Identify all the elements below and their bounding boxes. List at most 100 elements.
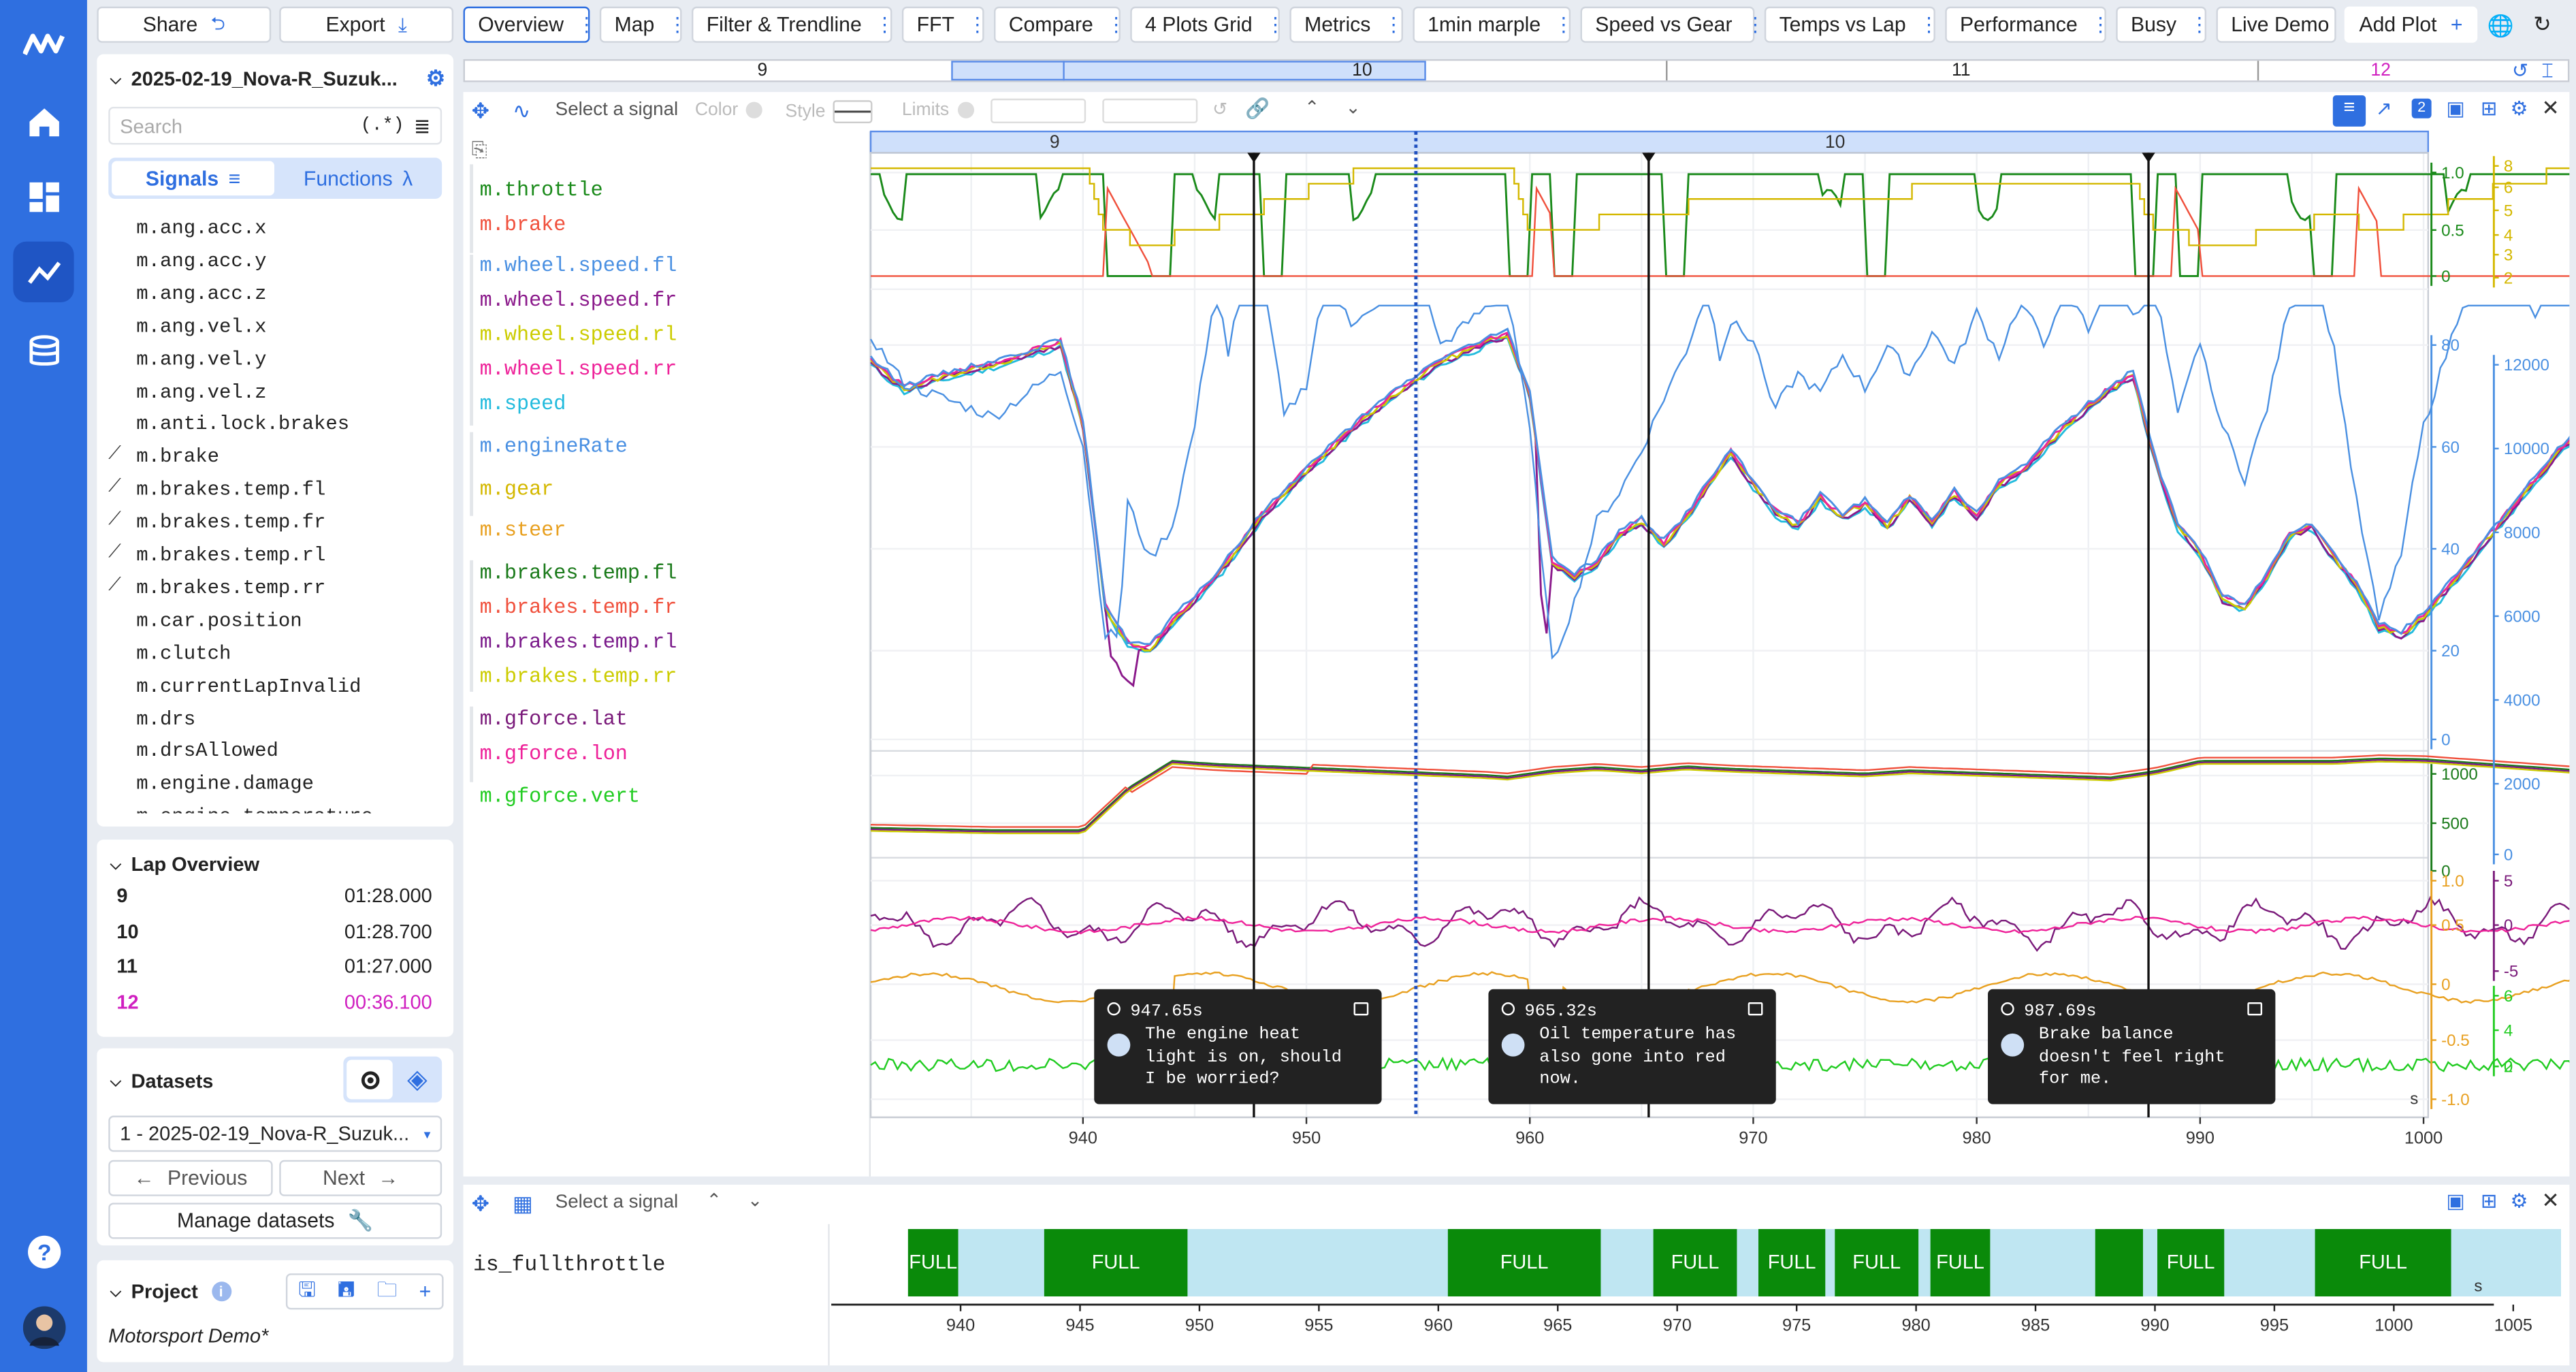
legend-item[interactable]: m.brakes.temp.fr <box>479 596 677 620</box>
signal-item[interactable]: m.engine.damage <box>136 772 315 796</box>
reset-icon[interactable]: ↺ <box>2511 59 2529 82</box>
chevron-up-icon[interactable]: ⌃ <box>1304 98 1320 118</box>
help-icon[interactable]: ? <box>13 1221 74 1281</box>
legend-item[interactable]: m.gear <box>479 478 554 502</box>
legend-item[interactable]: m.engineRate <box>479 435 628 459</box>
tab-menu-icon[interactable]: ⋮ <box>2091 13 2110 37</box>
avatar[interactable] <box>13 1296 74 1357</box>
tab-speed-vs-gear[interactable]: Speed vs Gear ⋮ <box>1580 6 1765 43</box>
record-icon[interactable] <box>347 1059 393 1100</box>
legend-item[interactable]: m.brakes.temp.rl <box>479 631 677 654</box>
chevron-down-icon[interactable]: ⌄ <box>747 1191 763 1211</box>
signal-item[interactable]: m.ang.acc.x <box>136 217 267 240</box>
tab-signals[interactable]: Signals ≡ <box>112 161 275 196</box>
lap-row[interactable]: 10 01:28.700 <box>116 920 432 943</box>
link-icon[interactable]: 🔗 <box>1245 97 1270 121</box>
signal-item[interactable]: m.engine.temperature <box>136 805 373 814</box>
annotation-card[interactable]: 965.32s Oil temperature has also gone int… <box>1488 989 1776 1104</box>
signal-item[interactable]: m.ang.acc.y <box>136 249 267 273</box>
signal-type-icon[interactable]: ∿ <box>512 98 531 123</box>
tab-menu-icon[interactable]: ⋮ <box>577 13 596 37</box>
signal-item[interactable]: m.brakes.temp.rl <box>136 543 326 567</box>
settings-icon[interactable]: ⚙ <box>2510 1190 2528 1213</box>
image-icon[interactable]: ▣ <box>2446 97 2465 121</box>
tab-compare[interactable]: Compare ⋮ <box>994 6 1126 43</box>
chevron-down-icon[interactable]: ⌄ <box>1345 98 1361 118</box>
tab-1min-marple[interactable]: 1min marple ⋮ <box>1413 6 1573 43</box>
trend-icon[interactable]: ↗ <box>2375 97 2392 121</box>
signal-item[interactable]: m.ang.vel.z <box>136 380 267 404</box>
select-signal[interactable]: Select a signal <box>555 1192 679 1213</box>
tab-4-plots-grid[interactable]: 4 Plots Grid ⋮ <box>1130 6 1285 43</box>
tab-menu-icon[interactable]: ⋮ <box>1265 13 1285 37</box>
legend-item[interactable]: m.brake <box>479 213 566 237</box>
globe-icon[interactable]: 🌐 <box>2487 13 2514 38</box>
previous-button[interactable]: ← Previous <box>108 1160 273 1196</box>
comment-icon[interactable] <box>1353 1002 1369 1016</box>
add-plot-icon[interactable]: ⊞ <box>2481 1190 2498 1213</box>
ruler-icon[interactable]: ⌶ <box>2541 59 2554 82</box>
comment-icon[interactable] <box>2247 1002 2263 1016</box>
filter-icon[interactable]: ≣ <box>413 114 431 138</box>
legend-item[interactable]: m.gforce.lon <box>479 742 628 766</box>
fullthrottle-state-plot[interactable]: FULL FULL FULL FULL FULL FULL FULL FULL FULL 940 9… <box>464 1185 2570 1365</box>
lap-timeline[interactable]: 9 10 11 12 <box>463 59 2570 82</box>
legend-item[interactable]: m.wheel.speed.fl <box>479 255 677 278</box>
tab-busy[interactable]: Busy ⋮ <box>2116 6 2209 43</box>
signal-item[interactable]: m.ang.acc.z <box>136 282 267 306</box>
signal-item[interactable]: m.drs <box>136 707 196 731</box>
legend-item[interactable]: m.wheel.speed.rl <box>479 323 677 347</box>
annotation-card[interactable]: 987.69s Brake balance doesn't feel right … <box>1988 989 2276 1104</box>
tab-menu-icon[interactable]: ⋮ <box>667 13 688 37</box>
add-plot-button[interactable]: Add Plot + <box>2344 6 2478 43</box>
export-button[interactable]: Export ⤓ <box>279 6 454 43</box>
plot-icon[interactable] <box>13 241 74 303</box>
dashboard-icon[interactable] <box>13 166 74 227</box>
tab-menu-icon[interactable]: ⋮ <box>1106 13 1126 37</box>
refresh-icon[interactable]: ↻ <box>2533 11 2551 37</box>
tab-map[interactable]: Map ⋮ <box>599 6 688 43</box>
tab-menu-icon[interactable]: ⋮ <box>875 13 895 37</box>
tab-fft[interactable]: FFT ⋮ <box>901 6 987 43</box>
chevron-down-icon[interactable]: ⌵ <box>110 1282 122 1299</box>
legend-item[interactable]: m.speed <box>479 392 566 416</box>
state-plot-icon[interactable]: ▦ <box>512 1191 533 1216</box>
axis-count-icon[interactable]: 2 <box>2411 98 2432 118</box>
signal-item[interactable]: m.brakes.temp.fr <box>136 511 326 535</box>
move-icon[interactable]: ✥ <box>471 98 489 123</box>
tab-functions[interactable]: Functions λ <box>278 161 439 195</box>
info-icon[interactable]: i <box>211 1281 231 1302</box>
tab-menu-icon[interactable]: ⋮ <box>1383 13 1404 37</box>
save-as-icon[interactable]: 🖪 <box>337 1277 355 1301</box>
signal-item[interactable]: m.anti.lock.brakes <box>136 413 350 436</box>
legend-item[interactable]: m.brakes.temp.fl <box>479 562 677 586</box>
annotation-card[interactable]: 947.65s The engine heat light is on, shou… <box>1094 989 1382 1104</box>
chevron-down-icon[interactable]: ⌵ <box>110 1072 122 1089</box>
search-input[interactable]: Search (.*) ≣ <box>108 106 442 145</box>
logo-icon[interactable] <box>13 13 74 74</box>
close-icon[interactable]: ✕ <box>2541 1187 2560 1213</box>
tab-performance[interactable]: Performance ⋮ <box>1945 6 2110 43</box>
settings-icon[interactable]: ⚙ <box>2510 97 2528 121</box>
signal-item[interactable]: m.clutch <box>136 641 231 665</box>
limit-min-input[interactable] <box>991 98 1086 123</box>
lap-row[interactable]: 12 00:36.100 <box>116 991 432 1014</box>
chevron-down-icon[interactable]: ⌵ <box>110 69 122 86</box>
limits-control[interactable]: Limits <box>902 100 974 120</box>
signal-item[interactable]: m.brake <box>136 445 219 469</box>
add-plot-icon[interactable]: ⊞ <box>2481 97 2498 121</box>
add-icon[interactable]: + <box>419 1279 432 1303</box>
dataset-select[interactable]: 1 - 2025-02-19_Nova-R_Suzuk... ▾ <box>108 1115 442 1152</box>
save-icon[interactable]: 🖫 <box>298 1277 316 1301</box>
signal-item[interactable]: m.currentLapInvalid <box>136 674 361 698</box>
folder-icon[interactable]: 🗀 <box>376 1277 398 1301</box>
chevron-up-icon[interactable]: ⌃ <box>706 1191 722 1211</box>
lap-row[interactable]: 11 01:27.000 <box>116 955 432 978</box>
legend-item[interactable]: m.wheel.speed.rr <box>479 358 677 381</box>
signal-item[interactable]: m.ang.vel.y <box>136 347 267 371</box>
select-signal[interactable]: Select a signal <box>555 100 679 121</box>
gear-icon[interactable]: ⚙ <box>425 65 445 91</box>
style-control[interactable]: Style <box>786 100 873 123</box>
legend-item[interactable]: m.steer <box>479 519 566 543</box>
